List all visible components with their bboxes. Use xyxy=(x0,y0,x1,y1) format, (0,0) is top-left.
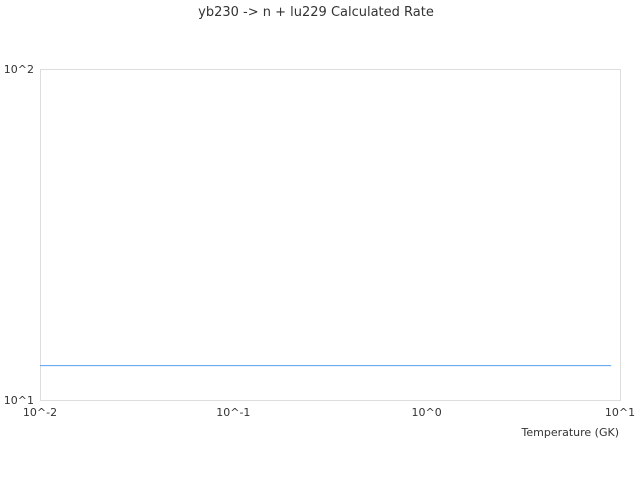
x-tick-label: 10^-1 xyxy=(216,406,250,419)
x-tick-label: 10^1 xyxy=(605,406,635,419)
x-tick-label: 10^0 xyxy=(412,406,442,419)
x-axis-label: Temperature (GK) xyxy=(521,426,620,439)
y-tick-label: 10^1 xyxy=(4,394,34,407)
chart-title: yb230 -> n + lu229 Calculated Rate xyxy=(198,5,434,20)
x-tick-label: 10^-2 xyxy=(23,406,57,419)
plot-area xyxy=(40,69,621,401)
y-tick-label: 10^2 xyxy=(4,63,34,76)
